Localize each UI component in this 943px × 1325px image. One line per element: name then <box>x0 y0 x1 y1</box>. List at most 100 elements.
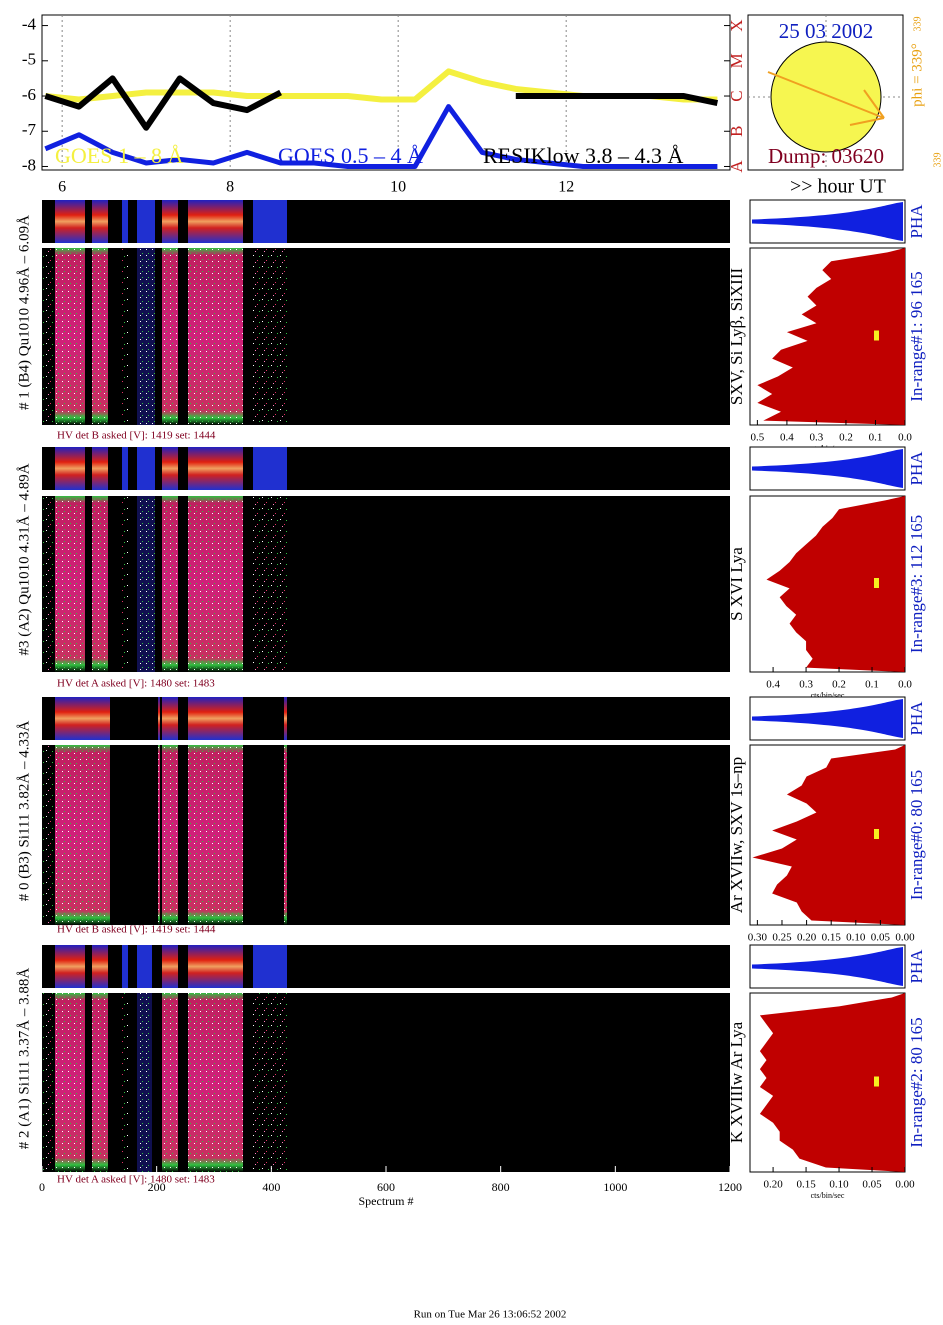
spectrogram-strip <box>137 447 155 490</box>
phi-subscript: 339 <box>912 17 923 32</box>
goes-class-label: C <box>727 90 746 101</box>
spectrogram-dots <box>137 496 155 672</box>
spectrogram-bg <box>42 697 730 740</box>
x-tick-label: 200 <box>148 1180 166 1194</box>
x-tick-label: 0.00 <box>895 1179 915 1191</box>
spectrogram-bg <box>42 496 730 672</box>
spectrogram-strip <box>92 200 108 243</box>
spectrogram-bg <box>42 248 730 425</box>
sun-arrow <box>849 117 885 126</box>
panel-label: # 1 (B4) Qu1010 4.96Å – 6.09Å <box>16 215 32 410</box>
x-tick-label: 0.05 <box>871 932 891 944</box>
x-tick-label: 600 <box>377 1180 395 1194</box>
x-tick-label: 400 <box>262 1180 280 1194</box>
spectrogram-strip <box>253 200 287 243</box>
spectrogram-strip <box>188 945 243 988</box>
spectrogram-edge <box>42 496 54 672</box>
spectrogram-strip <box>162 697 178 740</box>
spectrogram-dots <box>188 496 243 672</box>
x-tick-label: 8 <box>226 179 234 196</box>
line-label: S XVI Lya <box>727 547 746 621</box>
spectrogram-dots <box>55 993 85 1172</box>
sun-panel: 25 03 2002 Dump: 03620 phi = 339° 339 33… <box>747 14 943 171</box>
x-tick-label: 6 <box>58 179 66 196</box>
range-marker <box>874 829 879 839</box>
spectrogram-strip <box>137 200 155 243</box>
y-tick-label: -8 <box>22 155 36 174</box>
spectrogram-bg <box>42 745 730 925</box>
spectrogram-dots <box>188 745 243 925</box>
spectrogram-dots <box>55 745 110 925</box>
spectrogram-edge <box>42 993 54 1172</box>
spectrogram-strip <box>188 697 243 740</box>
spectrogram-strip <box>158 697 160 740</box>
x-tick-label: 0.20 <box>763 1179 783 1191</box>
pha-label: PHA <box>907 451 926 486</box>
spectrogram-strip <box>162 945 178 988</box>
dump-label: Dump: 03620 <box>768 144 884 168</box>
range-marker <box>874 1076 879 1087</box>
spectrogram-cells <box>122 248 128 425</box>
phi-corner: 339 <box>932 153 943 168</box>
pha-shape <box>752 699 903 738</box>
spectrogram-strip <box>284 697 287 740</box>
x-tick-label: 1000 <box>603 1180 627 1194</box>
x-tick-label: 0.4 <box>780 432 794 444</box>
spectrogram-strip <box>122 200 128 243</box>
goes-class-label: A <box>727 160 746 173</box>
panel-label: # 0 (B3) Si111 3.82Å – 4.33Å <box>16 721 32 902</box>
hv-label: HV det B asked [V]: 1419 set: 1444 <box>57 924 216 936</box>
spectrogram-dots <box>55 248 85 425</box>
spectrogram-dots <box>92 248 108 425</box>
pha-label: PHA <box>907 949 926 984</box>
goes-class-label: M <box>727 53 746 68</box>
range-label: In-range#0: 80 165 <box>907 770 926 900</box>
spectrogram-strip <box>55 447 85 490</box>
goes-class-label: X <box>727 19 746 31</box>
range-label: In-range#3: 112 165 <box>907 515 926 653</box>
x-tick-label: 0 <box>39 1180 45 1194</box>
x-tick-label: 0.25 <box>772 932 792 944</box>
x-tick-label: 0.10 <box>846 932 866 944</box>
x-tick-label: 0.0 <box>898 679 912 691</box>
pha-shape <box>752 947 903 986</box>
spectrogram-dots <box>188 248 243 425</box>
spectrogram-strip <box>55 697 110 740</box>
spectrogram-bg <box>42 200 730 243</box>
line-label: K XVIIIw Ar Lya <box>727 1021 746 1143</box>
spectrogram-strip <box>55 200 85 243</box>
spectrogram-strip <box>253 447 287 490</box>
series-line <box>44 75 719 131</box>
spectrogram-strip <box>55 945 85 988</box>
spectrogram-dots <box>162 745 178 925</box>
range-label: In-range#1: 96 165 <box>907 271 926 401</box>
hv-label: HV det B asked [V]: 1419 set: 1444 <box>57 430 216 442</box>
spectrogram-dots <box>55 496 85 672</box>
x-tick-label: 800 <box>492 1180 510 1194</box>
spectrogram-cells <box>122 993 128 1172</box>
x-tick-label: 0.4 <box>766 679 780 691</box>
sun-arrow <box>863 89 885 119</box>
spectrogram-strip <box>188 200 243 243</box>
y-tick-label: -5 <box>22 50 36 69</box>
spectrogram-dots <box>162 993 178 1172</box>
spectrogram-dots <box>188 993 243 1172</box>
spectrogram-dots <box>162 248 178 425</box>
spectrogram-strip <box>162 447 178 490</box>
goes-class-label: B <box>727 126 746 137</box>
spectrogram-bg <box>42 945 730 988</box>
x-tick-label: 0.1 <box>869 432 883 444</box>
legend-entry: GOES 1 – 8 Å <box>55 143 183 168</box>
spectrogram-strip <box>137 945 152 988</box>
x-tick-label: 0.30 <box>748 932 768 944</box>
spectrogram-strip <box>92 945 108 988</box>
range-marker <box>874 578 879 588</box>
phi-label: phi = 339° <box>909 43 925 107</box>
x-tick-label: 0.15 <box>822 932 842 944</box>
x-tick-label: 1200 <box>718 1180 742 1194</box>
x-tick-label: 0.2 <box>839 432 853 444</box>
spectrogram-strip <box>188 447 243 490</box>
spectrogram-dots <box>137 248 155 425</box>
range-label: In-range#2: 80 165 <box>907 1017 926 1147</box>
line-label: Ar XVIIw, SXV 1s–np <box>727 757 746 913</box>
